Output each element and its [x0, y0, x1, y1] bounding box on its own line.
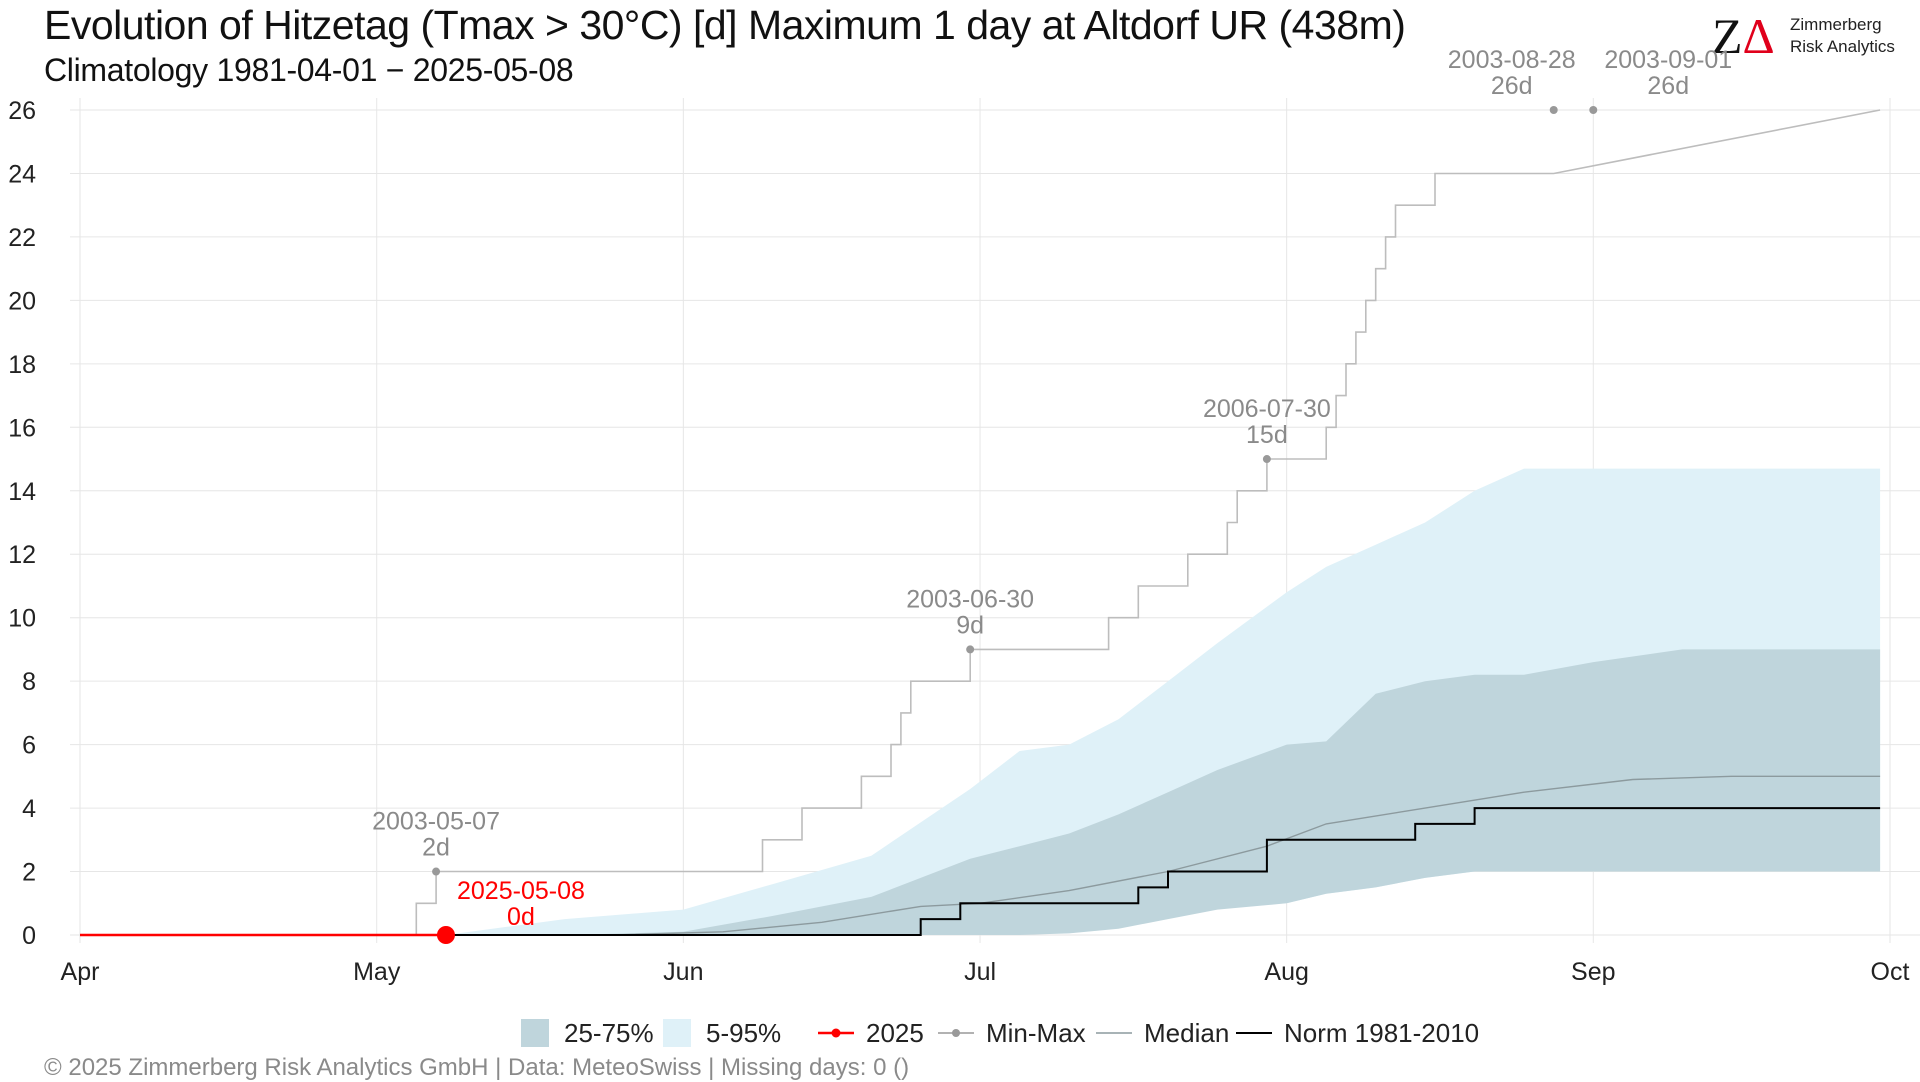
annotation-date: 2003-06-30 — [906, 585, 1034, 613]
minmax-line — [80, 109, 1881, 936]
legend-swatch-norm — [1236, 1032, 1272, 1034]
annotation-date: 2003-08-28 — [1448, 46, 1576, 74]
legend-item-25-75: 25-75% — [520, 1016, 654, 1050]
y-tick-label: 2 — [22, 859, 36, 887]
chart-title: Evolution of Hitzetag (Tmax > 30°C) [d] … — [44, 2, 1406, 48]
y-tick-label: 22 — [8, 224, 36, 252]
chart-legend: 25-75% 5-95% 2025 Min-Max Median Norm 19… — [0, 1016, 1920, 1050]
legend-label-median: Median — [1144, 1017, 1230, 1048]
annotation-date: 2003-09-01 — [1604, 46, 1732, 74]
legend-swatch-median — [1096, 1032, 1132, 1034]
annotation-value: 9d — [956, 611, 984, 639]
legend-item-median: Median — [1094, 1016, 1229, 1050]
annotation-date: 2025-05-08 — [457, 877, 585, 905]
minmax-point — [966, 645, 975, 654]
x-tick-label: Jul — [964, 958, 996, 986]
minmax-point — [432, 867, 441, 876]
y-tick-label: 18 — [8, 351, 36, 379]
y-tick-label: 4 — [22, 795, 36, 823]
company-logo: ZΔ Zimmerberg Risk Analytics — [1712, 8, 1912, 64]
annotation-value: 2d — [422, 834, 450, 862]
minmax-point — [1589, 106, 1598, 114]
legend-swatch-25-75 — [521, 1019, 549, 1047]
y-tick-label: 12 — [8, 541, 36, 569]
x-tick-label: Apr — [61, 958, 100, 986]
logo-name-line2: Risk Analytics — [1790, 37, 1895, 56]
logo-mark-z: Z — [1712, 8, 1743, 64]
minmax-point — [1262, 455, 1271, 464]
logo-name-line1: Zimmerberg — [1790, 15, 1882, 34]
y-tick-label: 10 — [8, 605, 36, 633]
y-tick-label: 0 — [22, 922, 36, 950]
x-tick-label: Jun — [663, 958, 703, 986]
y-tick-label: 20 — [8, 287, 36, 315]
lines-layer — [80, 109, 1881, 937]
x-tick-label: Oct — [1871, 958, 1910, 986]
current-point — [436, 926, 455, 944]
minmax-point — [1549, 106, 1558, 114]
legend-swatch-2025 — [818, 1028, 854, 1038]
y-tick-label: 14 — [8, 478, 36, 506]
legend-item-norm: Norm 1981-2010 — [1234, 1016, 1479, 1050]
y-tick-label: 6 — [22, 732, 36, 760]
annotation-value: 26d — [1647, 72, 1689, 100]
legend-swatch-5-95 — [663, 1019, 691, 1047]
legend-item-minmax: Min-Max — [936, 1016, 1086, 1050]
y-tick-label: 26 — [8, 97, 36, 125]
bands-layer — [80, 468, 1881, 935]
logo-mark-delta: Δ — [1742, 8, 1775, 64]
legend-label-norm: Norm 1981-2010 — [1284, 1017, 1480, 1048]
annotation-date: 2003-05-07 — [372, 808, 500, 836]
y-tick-label: 8 — [22, 668, 36, 696]
norm-line — [80, 807, 1881, 936]
annotation-value: 15d — [1246, 421, 1288, 449]
legend-item-5-95: 5-95% — [662, 1016, 781, 1050]
annotation-value: 26d — [1491, 72, 1533, 100]
x-tick-label: May — [353, 958, 401, 986]
logo-name: Zimmerberg Risk Analytics — [1790, 14, 1895, 58]
logo-mark: ZΔ — [1712, 8, 1775, 64]
annotation-date: 2006-07-30 — [1203, 395, 1331, 423]
annotation-value: 0d — [507, 903, 535, 931]
legend-label-minmax: Min-Max — [986, 1017, 1086, 1048]
legend-label-2025: 2025 — [866, 1017, 924, 1048]
band-25-75 — [80, 649, 1881, 935]
x-tick-label: Aug — [1264, 958, 1308, 986]
y-tick-label: 16 — [8, 414, 36, 442]
x-tick-label: Sep — [1571, 958, 1615, 986]
y-tick-label: 24 — [8, 160, 36, 188]
chart-subtitle: Climatology 1981-04-01 − 2025-05-08 — [44, 52, 574, 88]
legend-item-2025: 2025 — [816, 1016, 924, 1050]
footer-credits: © 2025 Zimmerberg Risk Analytics GmbH | … — [44, 1054, 910, 1081]
legend-swatch-minmax — [938, 1029, 974, 1037]
legend-label-5-95: 5-95% — [706, 1017, 782, 1048]
legend-label-25-75: 25-75% — [564, 1017, 654, 1048]
